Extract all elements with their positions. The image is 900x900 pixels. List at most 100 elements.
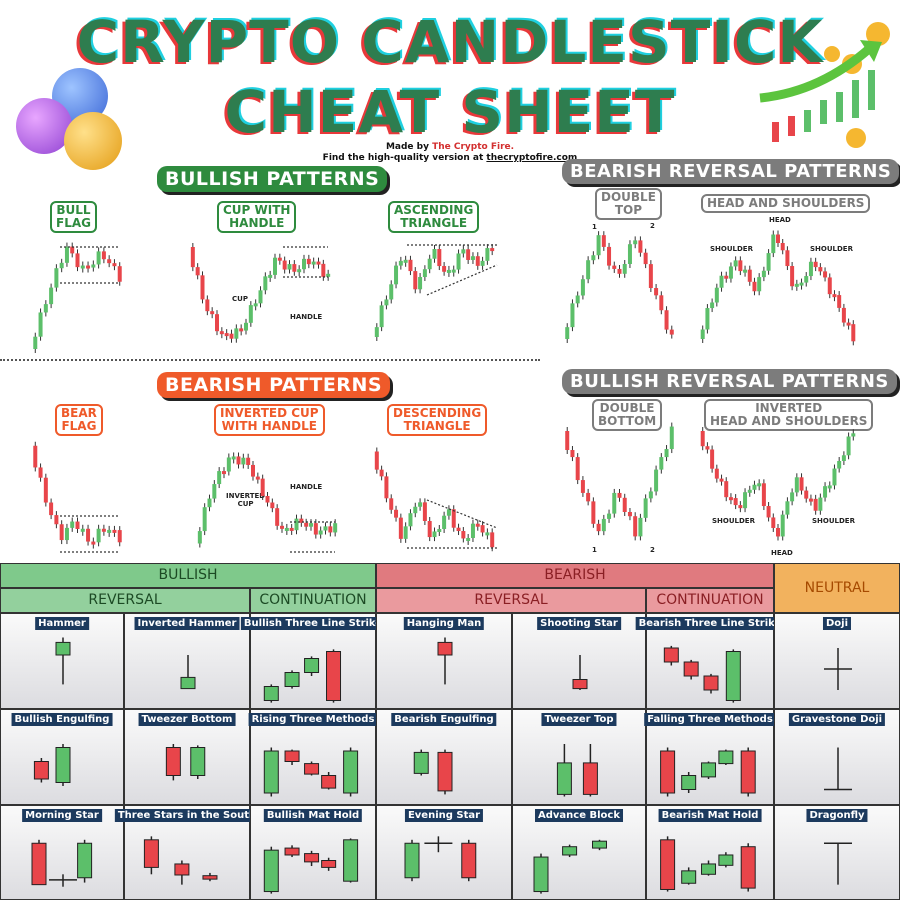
candle [654, 284, 659, 300]
candle [700, 427, 705, 451]
pattern-cell: Bearish Mat Hold [646, 805, 774, 900]
candle [248, 301, 253, 327]
candle [200, 271, 205, 304]
candle [64, 523, 69, 545]
candle [306, 254, 311, 269]
candle [757, 273, 762, 296]
inverted-head-shoulders-chart [700, 427, 856, 541]
candle [86, 261, 91, 273]
candlestick-diagram [404, 836, 477, 882]
candle [236, 452, 241, 469]
pattern-cell: Tweezer Bottom [124, 709, 250, 805]
candle [33, 758, 49, 783]
pattern-cell: Doji [774, 613, 900, 709]
candle [752, 277, 757, 296]
candle [659, 453, 664, 474]
candle [799, 473, 804, 495]
candle [96, 247, 101, 269]
candle [190, 243, 195, 272]
candle [268, 270, 273, 282]
candle [241, 453, 246, 469]
candle [226, 453, 231, 476]
candle [270, 498, 275, 513]
candle [740, 843, 756, 892]
candle [219, 327, 224, 339]
candle [663, 645, 679, 666]
candle [728, 262, 733, 283]
candle [432, 245, 437, 263]
candle [766, 249, 771, 275]
candle [780, 510, 785, 541]
candle [174, 860, 190, 885]
candle [195, 263, 200, 280]
candle [398, 256, 403, 270]
candle [591, 251, 596, 265]
candle [49, 874, 77, 887]
candle [255, 472, 260, 484]
pattern-cell: Hammer [0, 613, 124, 709]
candle [660, 836, 676, 892]
candle [318, 526, 323, 539]
annotation-trough-1: 1 [592, 546, 597, 554]
candlestick-diagram [180, 655, 196, 690]
candle [33, 441, 38, 472]
candle [461, 527, 466, 543]
pattern-name: Rising Three Methods [248, 713, 378, 726]
annotation-trough-2: 2 [650, 546, 655, 554]
candle [475, 252, 480, 270]
candle [813, 494, 818, 515]
candle [143, 836, 159, 875]
candle [733, 256, 738, 271]
candle [659, 291, 664, 315]
pattern-name: Hammer [35, 617, 89, 630]
candle [413, 749, 429, 776]
annotation-peak-2: 2 [650, 222, 655, 230]
credit-find-url: Find the high-quality version at thecryp… [322, 153, 578, 163]
annotation-peak-1: 1 [592, 223, 597, 231]
candle [64, 242, 69, 267]
candle [284, 845, 300, 858]
candle [394, 505, 399, 522]
candle [389, 280, 394, 304]
rising-chart-icon [759, 22, 890, 148]
candle [202, 503, 207, 536]
candle [43, 473, 48, 507]
annotation-head-bottom: HEAD [771, 549, 793, 557]
candle [374, 447, 379, 474]
candle [607, 509, 612, 523]
candle [294, 514, 299, 535]
candle [851, 320, 856, 346]
candle [648, 260, 653, 293]
candle [70, 517, 75, 532]
label-double-top: DOUBLE TOP [595, 188, 662, 220]
candle [384, 295, 389, 310]
annotation-shoulder-bottom-right: SHOULDER [812, 517, 855, 525]
candle [215, 310, 219, 336]
candlestick-diagram [660, 747, 756, 797]
candle [456, 249, 461, 274]
candle [841, 303, 846, 327]
candle [49, 283, 54, 309]
candle [112, 525, 117, 537]
candle [284, 670, 300, 689]
descending-triangle-chart [374, 447, 498, 552]
candle [710, 298, 715, 313]
candle [669, 422, 674, 454]
candlestick-diagram [33, 744, 71, 786]
neutral-header: NEUTRAL [774, 563, 900, 613]
pattern-cell: Inverted Hammer [124, 613, 250, 709]
candle [263, 846, 279, 894]
candle [321, 857, 337, 871]
candle [59, 258, 64, 273]
candle [824, 842, 852, 885]
candle [771, 513, 776, 532]
candle [586, 256, 591, 284]
candle [446, 505, 451, 520]
candlestick-diagram [413, 749, 453, 795]
candle [326, 649, 342, 703]
candle [404, 839, 420, 882]
candle [461, 839, 477, 882]
candle [627, 507, 632, 521]
candle [596, 231, 601, 260]
candle [451, 505, 456, 532]
